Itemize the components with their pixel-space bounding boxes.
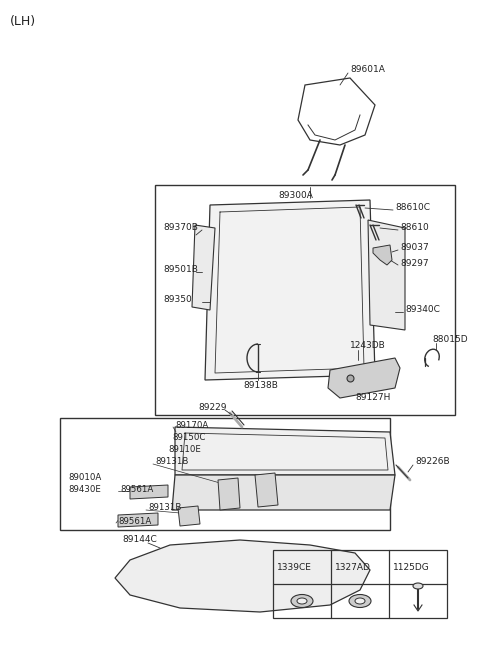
Text: 89144C: 89144C [122, 535, 157, 544]
Text: 89561A: 89561A [120, 485, 153, 493]
Polygon shape [115, 540, 370, 612]
Text: 89010A: 89010A [68, 472, 101, 482]
Text: 88610: 88610 [400, 224, 429, 232]
Text: 89150C: 89150C [172, 432, 205, 441]
Text: 89601A: 89601A [350, 66, 385, 75]
Text: 1125DG: 1125DG [393, 562, 430, 571]
Text: (LH): (LH) [10, 16, 36, 28]
Bar [155, 185, 455, 415]
Polygon shape [118, 513, 158, 527]
Polygon shape [255, 473, 278, 507]
Bar [273, 550, 447, 618]
Text: 89297: 89297 [400, 258, 429, 268]
Polygon shape [172, 475, 395, 510]
Text: 89037: 89037 [400, 243, 429, 251]
Text: 89370B: 89370B [163, 224, 198, 232]
Text: 89430E: 89430E [68, 485, 101, 493]
Polygon shape [178, 506, 200, 526]
Text: 89350: 89350 [163, 295, 192, 304]
Text: 89170A: 89170A [175, 420, 208, 430]
Bar [60, 418, 390, 530]
Text: 1339CE: 1339CE [277, 562, 312, 571]
Text: 89561A: 89561A [118, 516, 151, 525]
Text: 89131B: 89131B [155, 457, 188, 466]
Text: 89131B: 89131B [148, 504, 181, 512]
Text: 89300A: 89300A [278, 192, 313, 201]
Text: 89226B: 89226B [415, 457, 450, 466]
Polygon shape [205, 200, 375, 380]
Polygon shape [218, 478, 240, 510]
Text: 89127H: 89127H [355, 392, 390, 401]
Ellipse shape [413, 583, 423, 589]
Ellipse shape [355, 598, 365, 604]
Text: 89110E: 89110E [168, 445, 201, 453]
Polygon shape [373, 245, 392, 265]
Text: 89340C: 89340C [405, 306, 440, 314]
Text: 1327AD: 1327AD [335, 562, 371, 571]
Polygon shape [368, 220, 405, 330]
Text: 88015D: 88015D [432, 335, 468, 344]
Polygon shape [130, 485, 168, 499]
Polygon shape [328, 358, 400, 398]
Ellipse shape [291, 594, 313, 607]
Text: 89138B: 89138B [243, 380, 278, 390]
Polygon shape [175, 427, 395, 475]
Text: 89501B: 89501B [163, 266, 198, 274]
Polygon shape [192, 225, 215, 310]
Ellipse shape [297, 598, 307, 604]
Text: 88610C: 88610C [395, 203, 430, 213]
Text: 1243DB: 1243DB [350, 342, 386, 350]
Ellipse shape [349, 594, 371, 607]
Text: 89229: 89229 [198, 403, 227, 411]
